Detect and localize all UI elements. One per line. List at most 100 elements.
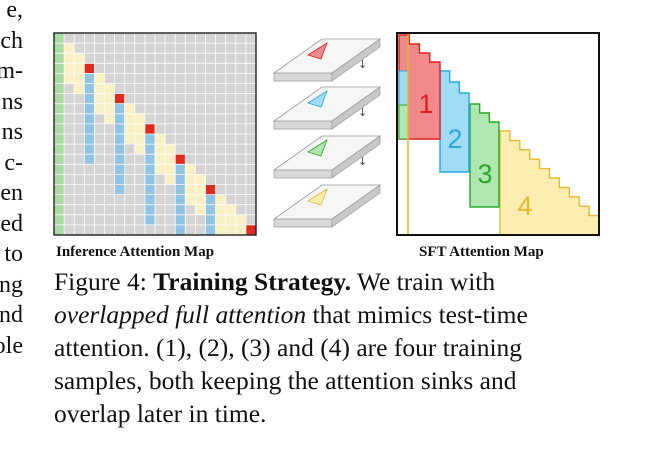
sft-border	[396, 32, 600, 236]
window-cell	[195, 204, 206, 215]
sample-region-2	[439, 70, 470, 173]
window-cell	[104, 93, 115, 104]
diagonal-marker	[84, 63, 95, 74]
inference-attention-map	[53, 32, 257, 236]
sheet-front-edge	[273, 72, 333, 82]
sink-cell	[54, 154, 65, 165]
sheet-front-edge	[273, 169, 333, 179]
window-cell	[74, 83, 85, 94]
left-fragment: ns	[1, 119, 23, 145]
window-cell	[94, 73, 105, 84]
sink-cell	[54, 184, 65, 195]
window-cell	[165, 174, 176, 185]
sink-strip-3	[398, 104, 409, 140]
window-cell	[134, 123, 145, 134]
query-column	[144, 134, 155, 225]
training-sample-sheet: ↓	[272, 38, 382, 82]
sink-cell	[54, 204, 65, 215]
window-cell	[185, 164, 196, 175]
sink-cell	[54, 194, 65, 205]
sample-region-1	[398, 34, 441, 140]
caption-italic-phrase: overlapped full attention	[54, 300, 307, 329]
left-column-fragments: e, ch m-ns ns c-en ed to ng nd ole	[0, 0, 26, 400]
down-arrow-icon: ↓	[358, 155, 367, 168]
window-cell	[215, 204, 226, 215]
training-sample-sheet: ↓	[272, 86, 382, 130]
sink-cell	[54, 93, 65, 104]
window-cell	[165, 144, 176, 155]
window-cell	[94, 93, 105, 104]
inference-map-label: Inference Attention Map	[56, 244, 215, 260]
figure-caption: Figure 4: Training Strategy. We train wi…	[54, 265, 604, 430]
caption-line1-rest: We train with	[351, 267, 496, 296]
sink-strip-2	[398, 70, 409, 106]
caption-prefix: Figure 4:	[54, 267, 154, 296]
diagonal-marker	[175, 154, 186, 165]
sheet-top-face	[272, 135, 382, 171]
window-cell	[124, 134, 135, 145]
sink-cell	[54, 33, 65, 44]
window-cell	[155, 144, 166, 155]
training-sample-stack: ↓ ↓ ↓	[272, 38, 382, 228]
down-arrow-icon: ↓	[358, 58, 367, 71]
sample-number-1: 1	[418, 89, 433, 119]
sink-cell	[54, 53, 65, 64]
window-cell	[235, 224, 246, 235]
sheet-front-edge	[273, 120, 333, 130]
window-cell	[195, 184, 206, 195]
left-fragment: ch	[0, 27, 23, 54]
window-cell	[124, 123, 135, 134]
query-column	[84, 73, 95, 165]
sample-thumbnail	[307, 42, 328, 60]
sink-cell	[54, 174, 65, 185]
caption-line-5: overlap later in time.	[54, 399, 267, 428]
sink-cell	[54, 103, 65, 114]
left-fragment: c-	[4, 149, 23, 176]
window-cell	[134, 144, 145, 155]
window-cell	[104, 83, 115, 94]
left-fragment: e,	[6, 0, 23, 23]
caption-line-3: attention. (1), (2), (3) and (4) are fou…	[54, 333, 523, 362]
window-cell	[195, 194, 206, 205]
sample-number-2: 2	[447, 124, 462, 154]
sink-cell	[54, 214, 65, 225]
sink-cell	[54, 43, 65, 54]
window-cell	[165, 164, 176, 175]
sink-cell	[54, 113, 65, 124]
caption-line2-rest: that mimics test-time	[306, 300, 528, 329]
training-sample-sheet	[272, 184, 382, 228]
sample-number-4: 4	[517, 191, 532, 221]
sink-cell	[54, 83, 65, 94]
sample-thumbnail	[307, 139, 328, 157]
window-cell	[104, 103, 115, 114]
sample-thumbnail	[307, 90, 328, 108]
diagonal-marker	[245, 224, 256, 235]
left-fragment: en	[0, 180, 23, 206]
sample-number-3: 3	[477, 159, 492, 189]
diagonal-marker	[114, 93, 125, 104]
caption-line-1: Figure 4: Training Strategy. We train wi…	[54, 265, 604, 298]
window-cell	[74, 73, 85, 84]
window-cell	[185, 174, 196, 185]
window-cell	[165, 154, 176, 165]
window-cell	[195, 174, 206, 185]
sink-cell	[54, 164, 65, 175]
window-cell	[215, 214, 226, 225]
window-cell	[64, 63, 75, 74]
window-cell	[74, 53, 85, 64]
sink-cell	[54, 63, 65, 74]
sample-region-3	[469, 103, 500, 208]
window-cell	[134, 113, 145, 124]
left-fragment: ng	[0, 271, 23, 298]
window-cell	[225, 204, 236, 215]
window-cell	[215, 224, 226, 235]
sink-cell	[54, 134, 65, 145]
left-fragment: ed	[0, 210, 23, 237]
window-cell	[185, 194, 196, 205]
sink-cell	[54, 144, 65, 155]
window-cell	[134, 134, 145, 145]
window-cell	[124, 103, 135, 114]
sft-map-label: SFT Attention Map	[419, 244, 544, 260]
